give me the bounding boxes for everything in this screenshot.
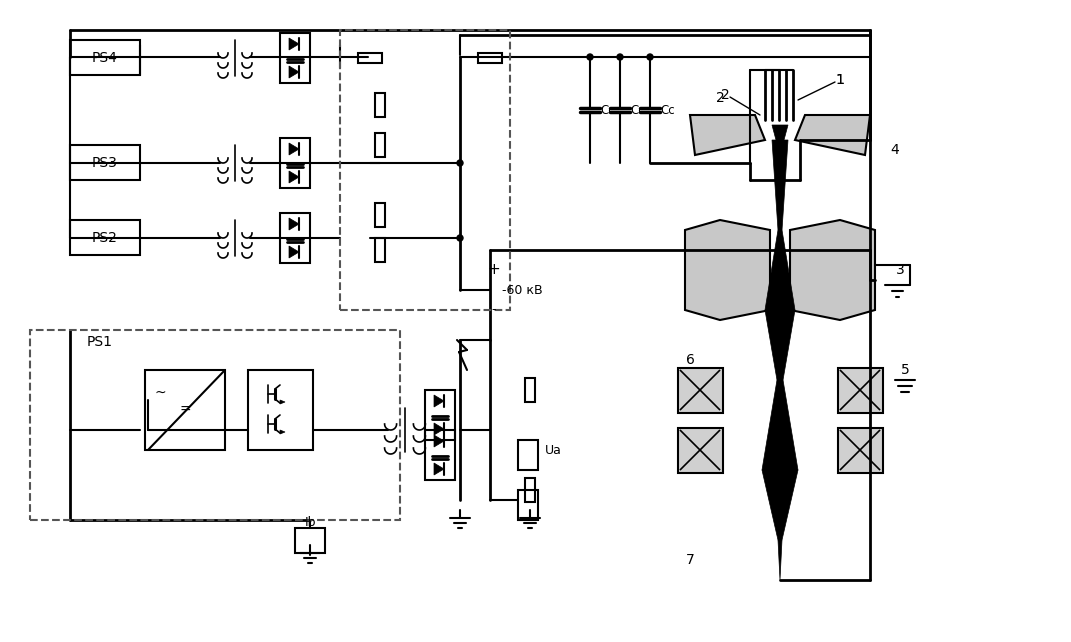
Bar	[145, 370, 225, 450]
Circle shape	[457, 160, 463, 166]
Text: 1: 1	[835, 73, 844, 87]
Bar	[375, 93, 384, 117]
Polygon shape	[289, 246, 299, 258]
Bar	[425, 390, 455, 440]
Bar	[678, 367, 723, 413]
Polygon shape	[289, 143, 299, 155]
Text: Cс: Cс	[631, 103, 646, 116]
Bar	[70, 145, 140, 180]
Polygon shape	[795, 115, 870, 155]
Text: Ib: Ib	[304, 517, 316, 530]
Bar	[678, 428, 723, 473]
Polygon shape	[289, 171, 299, 183]
Text: ~: ~	[154, 386, 166, 400]
Text: 6: 6	[685, 353, 694, 367]
Polygon shape	[761, 380, 798, 470]
Bar	[375, 203, 384, 227]
Text: PS2: PS2	[92, 231, 118, 245]
Bar	[70, 220, 140, 255]
Text: 4: 4	[891, 143, 900, 157]
Text: Cс: Cс	[601, 103, 616, 116]
Polygon shape	[289, 66, 299, 78]
Polygon shape	[790, 220, 875, 320]
Bar	[280, 138, 310, 188]
Text: 7: 7	[685, 553, 694, 567]
Bar	[248, 370, 313, 450]
Bar	[525, 378, 536, 402]
Bar	[478, 53, 502, 63]
Polygon shape	[289, 38, 299, 50]
Polygon shape	[772, 140, 788, 230]
Text: PS3: PS3	[92, 156, 118, 170]
Bar	[30, 330, 399, 520]
Text: Cс: Cс	[661, 103, 676, 116]
Bar	[425, 430, 455, 480]
Bar	[518, 490, 538, 520]
Polygon shape	[280, 400, 285, 404]
Bar	[70, 40, 140, 75]
Text: 2: 2	[721, 88, 729, 102]
Polygon shape	[280, 430, 285, 434]
Bar	[358, 53, 382, 63]
Text: =: =	[179, 403, 191, 417]
Polygon shape	[772, 125, 788, 140]
Bar	[375, 238, 384, 262]
Bar	[838, 367, 883, 413]
Polygon shape	[761, 470, 798, 540]
Text: PS1: PS1	[87, 335, 114, 349]
Circle shape	[647, 54, 653, 60]
Polygon shape	[765, 310, 795, 380]
Bar	[518, 440, 538, 470]
Bar	[280, 33, 310, 83]
Text: 5: 5	[901, 363, 909, 377]
Bar	[280, 213, 310, 263]
Text: 3: 3	[895, 263, 904, 277]
Circle shape	[587, 54, 593, 60]
Bar	[340, 30, 510, 310]
Text: +: +	[487, 263, 500, 277]
Circle shape	[457, 235, 463, 241]
Text: -60 кВ: -60 кВ	[502, 284, 543, 297]
Bar	[375, 133, 384, 157]
Bar	[838, 428, 883, 473]
Polygon shape	[690, 115, 765, 155]
Polygon shape	[765, 230, 795, 310]
Bar	[525, 478, 536, 502]
Bar	[295, 528, 325, 553]
Text: Uа: Uа	[545, 444, 562, 456]
Polygon shape	[434, 435, 444, 447]
Polygon shape	[289, 218, 299, 230]
Polygon shape	[434, 423, 444, 435]
Polygon shape	[434, 395, 444, 407]
Text: 2: 2	[715, 91, 724, 105]
Circle shape	[617, 54, 623, 60]
Text: 1: 1	[835, 73, 844, 87]
Text: PS4: PS4	[92, 51, 118, 65]
Polygon shape	[434, 463, 444, 475]
Polygon shape	[685, 220, 770, 320]
Polygon shape	[778, 540, 782, 580]
Text: -: -	[492, 304, 496, 317]
